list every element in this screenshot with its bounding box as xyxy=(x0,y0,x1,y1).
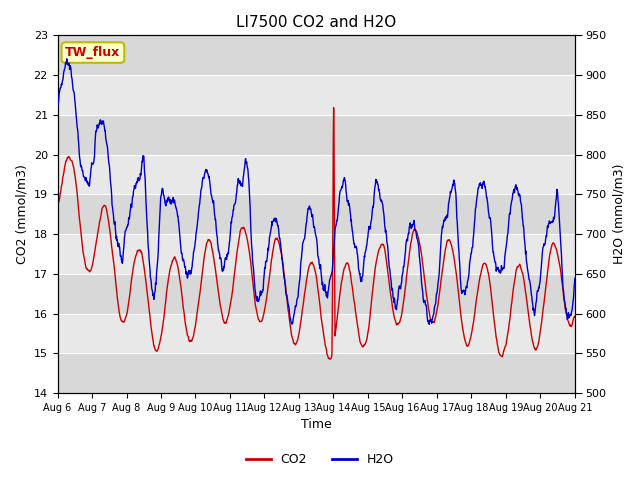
Bar xyxy=(58,75,575,115)
Bar xyxy=(58,234,575,274)
Bar xyxy=(58,194,575,234)
Title: LI7500 CO2 and H2O: LI7500 CO2 and H2O xyxy=(236,15,396,30)
Y-axis label: CO2 (mmol/m3): CO2 (mmol/m3) xyxy=(15,164,28,264)
Legend: CO2, H2O: CO2, H2O xyxy=(241,448,399,471)
Bar xyxy=(58,274,575,313)
Bar xyxy=(58,313,575,353)
Bar xyxy=(58,115,575,155)
Bar xyxy=(58,353,575,393)
Text: TW_flux: TW_flux xyxy=(65,46,120,59)
Y-axis label: H2O (mmol/m3): H2O (mmol/m3) xyxy=(612,164,625,264)
Bar xyxy=(58,36,575,75)
Bar xyxy=(58,155,575,194)
X-axis label: Time: Time xyxy=(301,419,332,432)
